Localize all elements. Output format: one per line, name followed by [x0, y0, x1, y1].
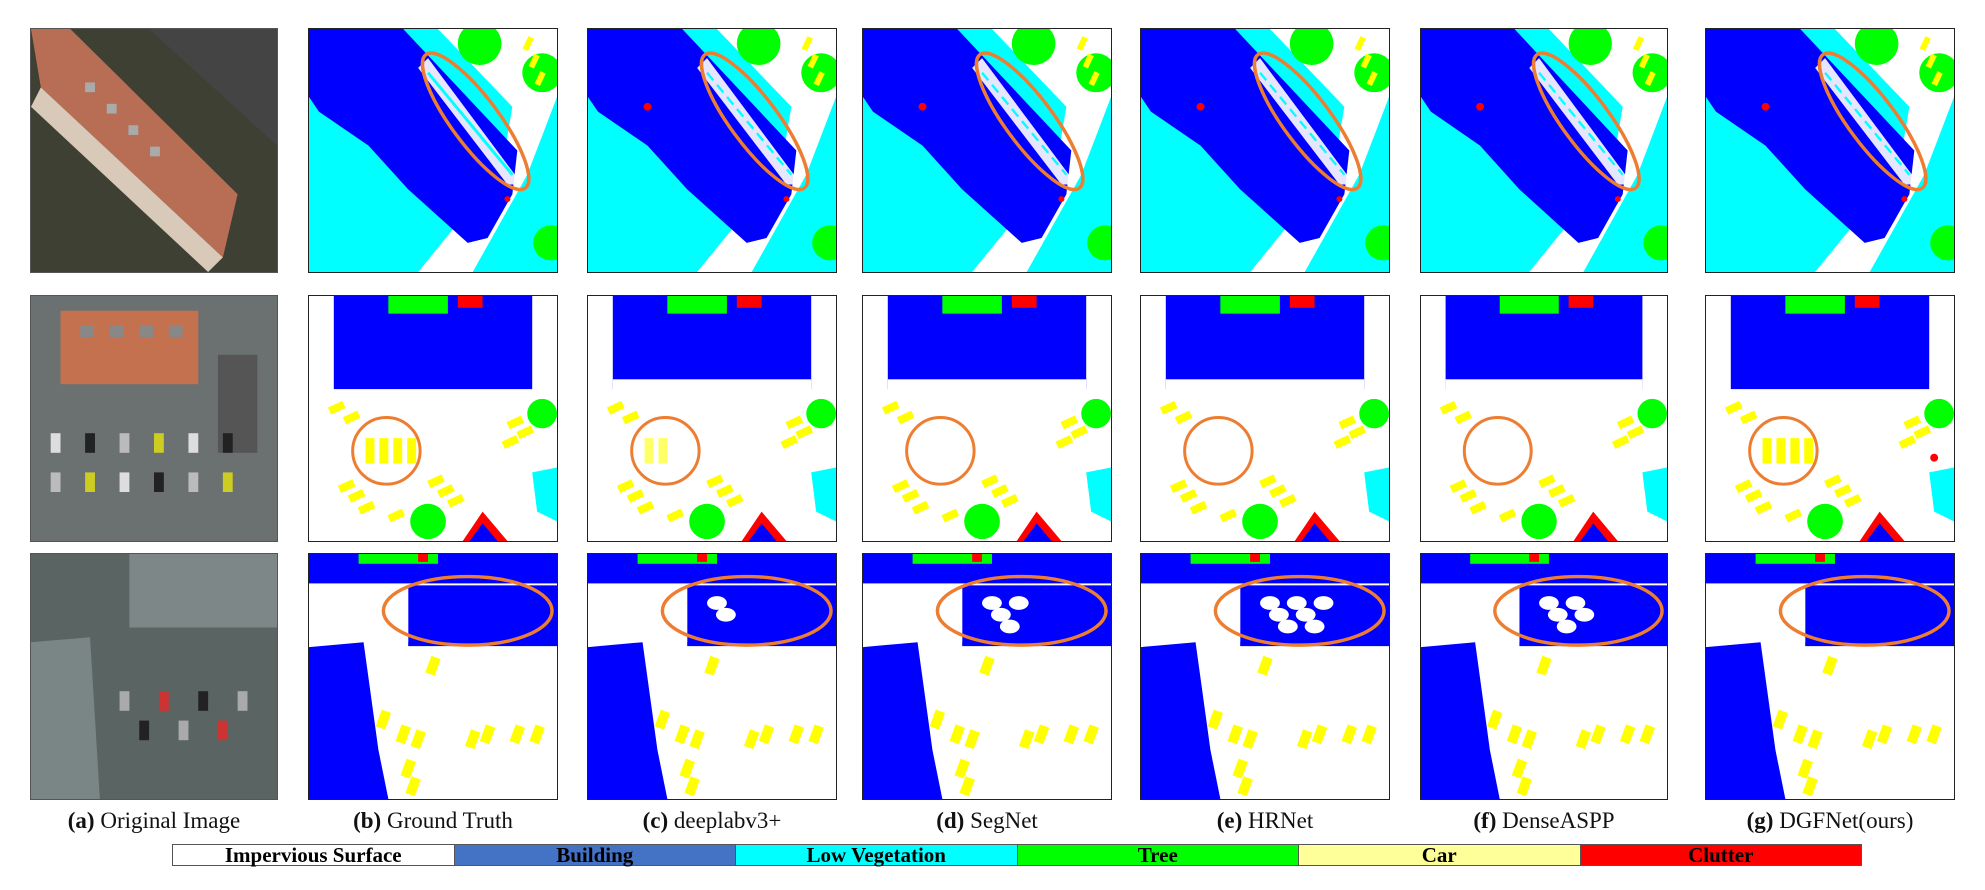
segmentation-map-b-row-2	[308, 295, 558, 542]
result-grid	[30, 28, 1955, 800]
legend-tree: Tree	[1017, 843, 1299, 867]
original-image-row-2	[30, 295, 278, 542]
segmentation-map-e-row-3	[1140, 553, 1390, 800]
legend-impervious-surface: Impervious Surface	[173, 843, 455, 867]
segmentation-map-e-row-2	[1140, 295, 1390, 542]
caption-a: (a) Original Image	[67, 808, 241, 833]
segmentation-map-g-row-3	[1705, 553, 1955, 800]
segmentation-map-d-row-1	[862, 28, 1112, 273]
segmentation-map-g-row-2	[1705, 295, 1955, 542]
segmentation-map-f-row-2	[1420, 295, 1668, 542]
segmentation-map-f-row-3	[1420, 553, 1668, 800]
legend-low-vegetation: Low Vegetation	[736, 843, 1018, 867]
caption-c: (c) deeplabv3+	[642, 808, 782, 833]
caption-f: (f) DenseASPP	[1473, 808, 1615, 833]
segmentation-map-b-row-1	[308, 28, 558, 273]
caption-g: (g) DGFNet(ours)	[1746, 808, 1914, 833]
caption-e: (e) HRNet	[1216, 808, 1314, 833]
segmentation-map-c-row-2	[587, 295, 837, 542]
segmentation-map-c-row-1	[587, 28, 837, 273]
legend-building: Building	[454, 843, 736, 867]
segmentation-map-b-row-3	[308, 553, 558, 800]
caption-b: (b) Ground Truth	[353, 808, 513, 833]
legend-car: Car	[1299, 843, 1581, 867]
caption-d: (d) SegNet	[936, 808, 1038, 833]
legend-clutter: Clutter	[1580, 843, 1861, 867]
segmentation-map-g-row-1	[1705, 28, 1955, 273]
segmentation-map-e-row-1	[1140, 28, 1390, 273]
original-image-row-3	[30, 553, 278, 800]
original-image-row-1	[30, 28, 278, 273]
segmentation-map-c-row-3	[587, 553, 837, 800]
segmentation-map-d-row-2	[862, 295, 1112, 542]
class-legend: Impervious Surface Building Low Vegetation…	[172, 843, 1862, 867]
segmentation-map-f-row-1	[1420, 28, 1668, 273]
segmentation-map-d-row-3	[862, 553, 1112, 800]
